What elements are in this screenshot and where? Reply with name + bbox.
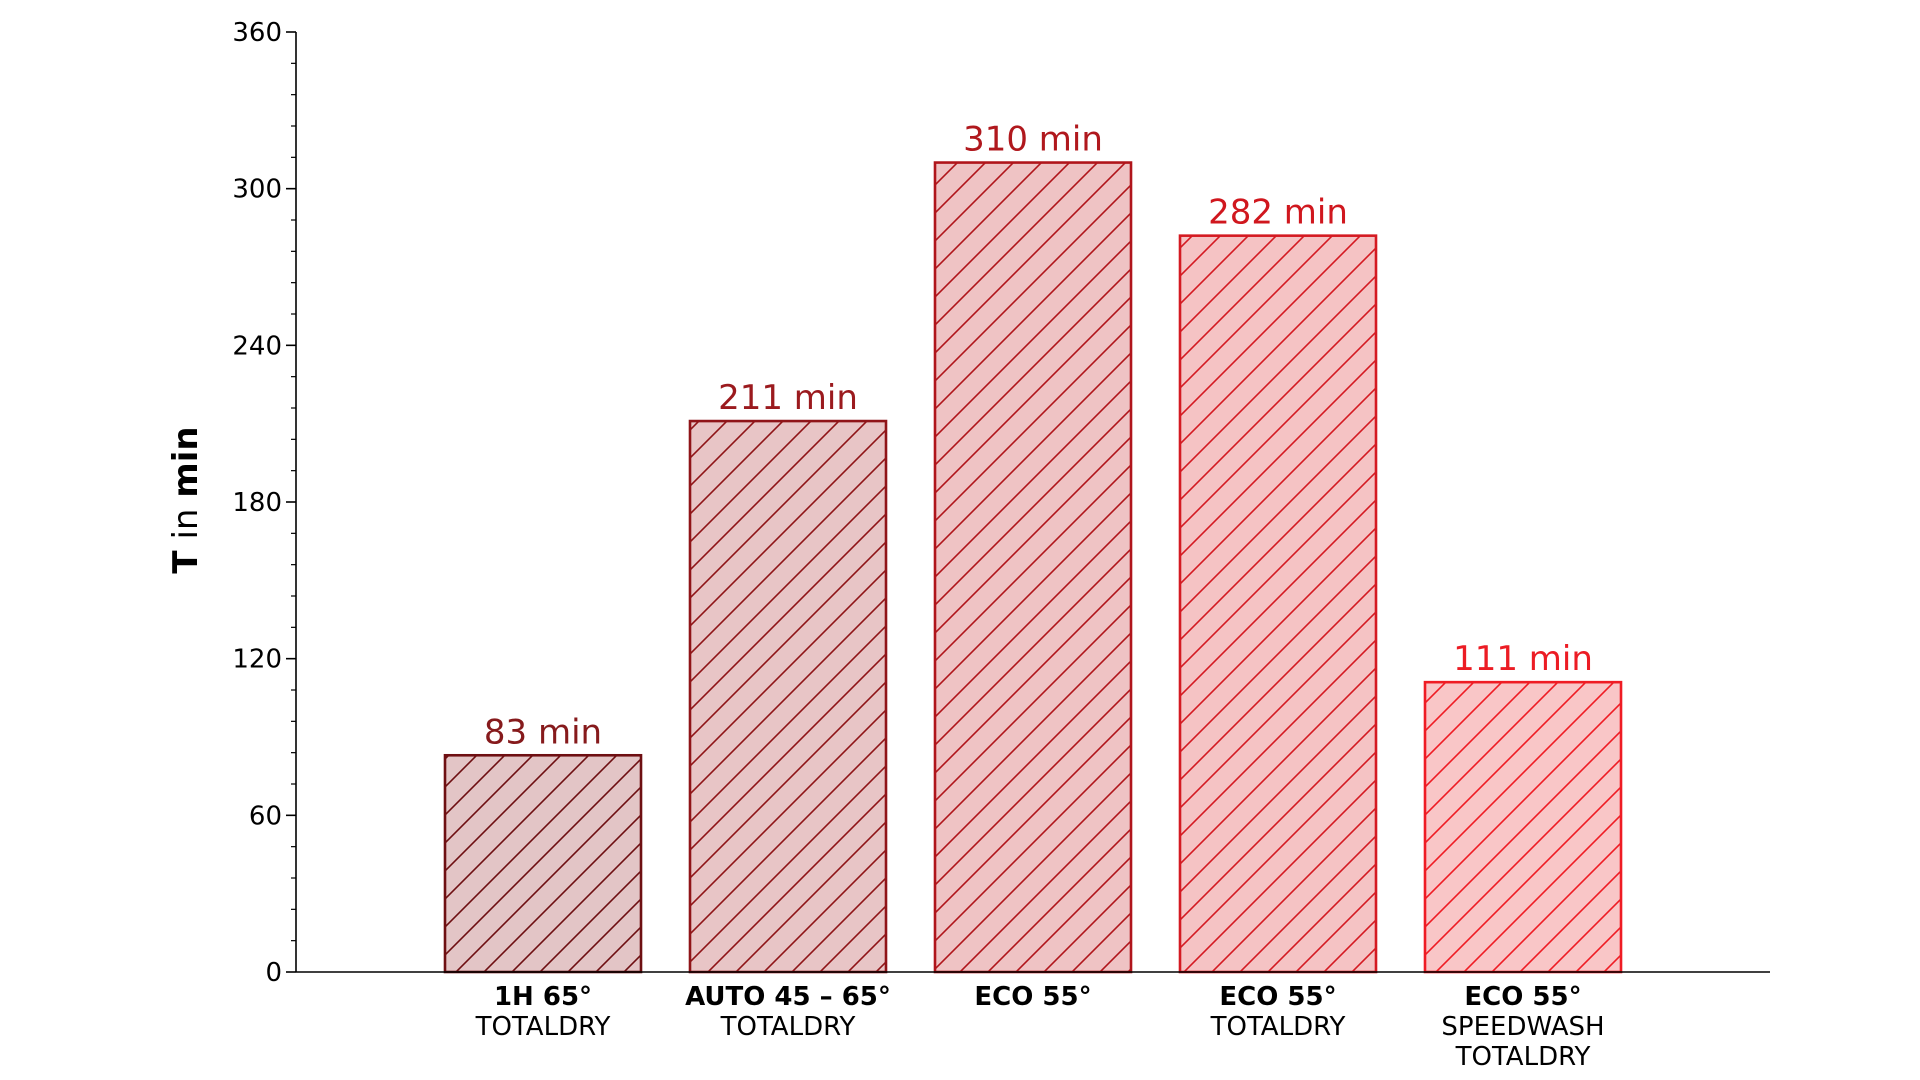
x-tick-label: 1H 65° <box>494 982 592 1012</box>
bar-value-label: 310 min <box>963 120 1103 160</box>
y-axis-label-unit: min <box>166 426 206 497</box>
y-tick-label: 300 <box>232 175 282 205</box>
x-tick-sublabel: TOTALDRY <box>720 1012 856 1042</box>
x-tick-sublabel: TOTALDRY <box>475 1012 611 1042</box>
bar-value-label: 282 min <box>1208 193 1348 233</box>
y-tick-label: 180 <box>232 488 282 518</box>
y-axis-label-symbol: T <box>166 550 206 574</box>
bar <box>443 753 643 974</box>
bar-value-label: 111 min <box>1453 639 1593 679</box>
y-axis-label-connector: in <box>166 498 206 551</box>
y-tick-label: 120 <box>232 645 282 675</box>
x-tick-sublabel: TOTALDRY <box>1455 1042 1591 1072</box>
x-tick-sublabel: TOTALDRY <box>1210 1012 1346 1042</box>
x-tick-sublabel: SPEEDWASH <box>1441 1012 1604 1042</box>
bar-value-label: 211 min <box>718 378 858 418</box>
y-tick-label: 0 <box>265 958 282 988</box>
x-tick-label: ECO 55° <box>974 982 1091 1012</box>
x-tick-label: ECO 55° <box>1219 982 1336 1012</box>
x-tick-label: ECO 55° <box>1464 982 1581 1012</box>
y-tick-label: 360 <box>232 18 282 48</box>
bar <box>1178 234 1378 974</box>
bar <box>1423 680 1623 974</box>
y-axis-label: T in min <box>166 426 206 573</box>
bar <box>688 419 888 974</box>
bar <box>933 161 1133 974</box>
bar-value-label: 83 min <box>484 712 602 752</box>
y-tick-label: 60 <box>249 801 282 831</box>
x-tick-label: AUTO 45 – 65° <box>685 982 891 1012</box>
y-tick-label: 240 <box>232 331 282 361</box>
